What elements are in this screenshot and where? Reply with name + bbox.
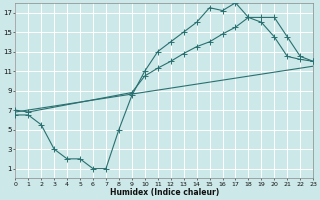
X-axis label: Humidex (Indice chaleur): Humidex (Indice chaleur) bbox=[110, 188, 219, 197]
